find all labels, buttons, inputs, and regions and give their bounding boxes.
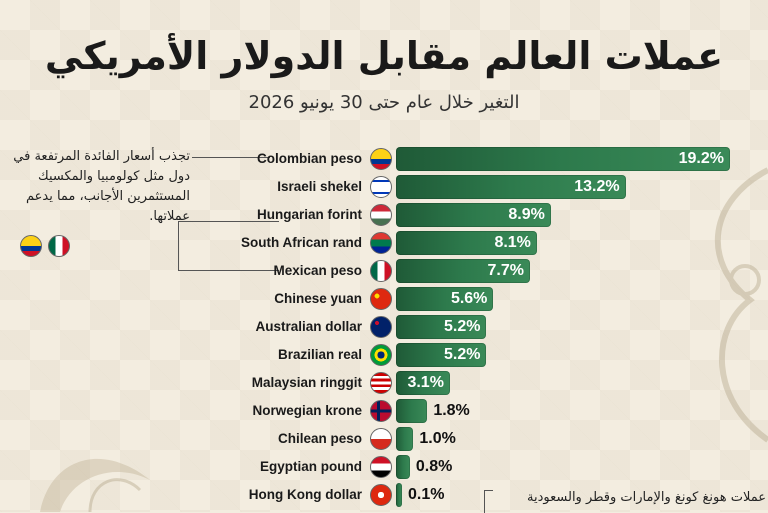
category-label: Colombian peso bbox=[256, 151, 362, 166]
value-label: 1.8% bbox=[433, 402, 470, 419]
mexico-flag-icon bbox=[48, 235, 70, 257]
category-label: Mexican peso bbox=[273, 263, 362, 278]
norway-flag-icon bbox=[370, 400, 392, 422]
bar bbox=[396, 259, 530, 283]
south-africa-flag-icon bbox=[370, 232, 392, 254]
value-label: 8.9% bbox=[508, 206, 545, 223]
bar bbox=[396, 455, 410, 479]
bar bbox=[396, 231, 537, 255]
annotation-high-interest-rates: تجذب أسعار الفائدة المرتفعة في دول مثل ك… bbox=[13, 149, 190, 224]
malaysia-flag-icon bbox=[370, 372, 392, 394]
value-label: 3.1% bbox=[407, 374, 444, 391]
mexico-flag-icon bbox=[370, 260, 392, 282]
category-label: Egyptian pound bbox=[260, 459, 362, 474]
category-label: Chilean peso bbox=[277, 431, 362, 446]
bar bbox=[396, 175, 626, 199]
egypt-flag-icon bbox=[370, 456, 392, 478]
bar bbox=[396, 203, 551, 227]
value-label: 19.2% bbox=[678, 150, 724, 167]
bar bbox=[396, 427, 414, 451]
hungary-flag-icon bbox=[370, 204, 392, 226]
value-label: 13.2% bbox=[574, 178, 620, 195]
bar bbox=[396, 287, 494, 311]
value-label: 8.1% bbox=[494, 234, 531, 251]
chart-title: عملات العالم مقابل الدولار الأمريكي bbox=[44, 34, 724, 78]
connector-bottom bbox=[484, 490, 493, 513]
category-label: South African rand bbox=[240, 235, 362, 250]
category-label: Australian dollar bbox=[255, 319, 362, 334]
hong-kong-flag-icon bbox=[370, 484, 392, 506]
brazil-flag-icon bbox=[370, 344, 392, 366]
category-label: Hungarian forint bbox=[257, 207, 362, 222]
annotation-pegged-currencies: عملات هونغ كونغ والإمارات وقطر والسعودية bbox=[527, 490, 766, 505]
value-label: 7.7% bbox=[487, 262, 524, 279]
category-label: Hong Kong dollar bbox=[248, 487, 362, 502]
bar bbox=[396, 483, 402, 507]
china-flag-icon bbox=[370, 288, 392, 310]
annotation-flags bbox=[20, 235, 70, 257]
value-label: 5.2% bbox=[443, 318, 481, 335]
bar bbox=[396, 399, 428, 423]
ornament-left bbox=[40, 458, 150, 512]
ornament-right bbox=[714, 167, 768, 443]
value-label: 0.8% bbox=[415, 458, 453, 475]
connector-top bbox=[192, 157, 270, 158]
value-label: 5.6% bbox=[450, 290, 488, 307]
category-label: Norwegian krone bbox=[252, 403, 362, 418]
value-label: 1.0% bbox=[419, 430, 456, 447]
australia-flag-icon bbox=[370, 316, 392, 338]
bar bbox=[396, 315, 487, 339]
bar bbox=[396, 371, 450, 395]
israel-flag-icon bbox=[370, 176, 392, 198]
bar bbox=[396, 343, 487, 367]
value-label: 0.1% bbox=[408, 486, 445, 503]
category-label: Israeli shekel bbox=[277, 179, 362, 194]
category-label: Chinese yuan bbox=[274, 291, 362, 306]
category-label: Brazilian real bbox=[277, 347, 362, 362]
colombia-flag-icon bbox=[370, 148, 392, 170]
category-label: Malaysian ringgit bbox=[251, 375, 362, 390]
chile-flag-icon bbox=[370, 428, 392, 450]
value-label: 5.2% bbox=[443, 346, 481, 363]
bar bbox=[396, 147, 730, 171]
colombia-flag-icon bbox=[20, 235, 42, 257]
connector-mexico bbox=[178, 221, 279, 271]
chart-subtitle: التغير خلال عام حتى 30 يونيو 2026 bbox=[248, 92, 520, 113]
